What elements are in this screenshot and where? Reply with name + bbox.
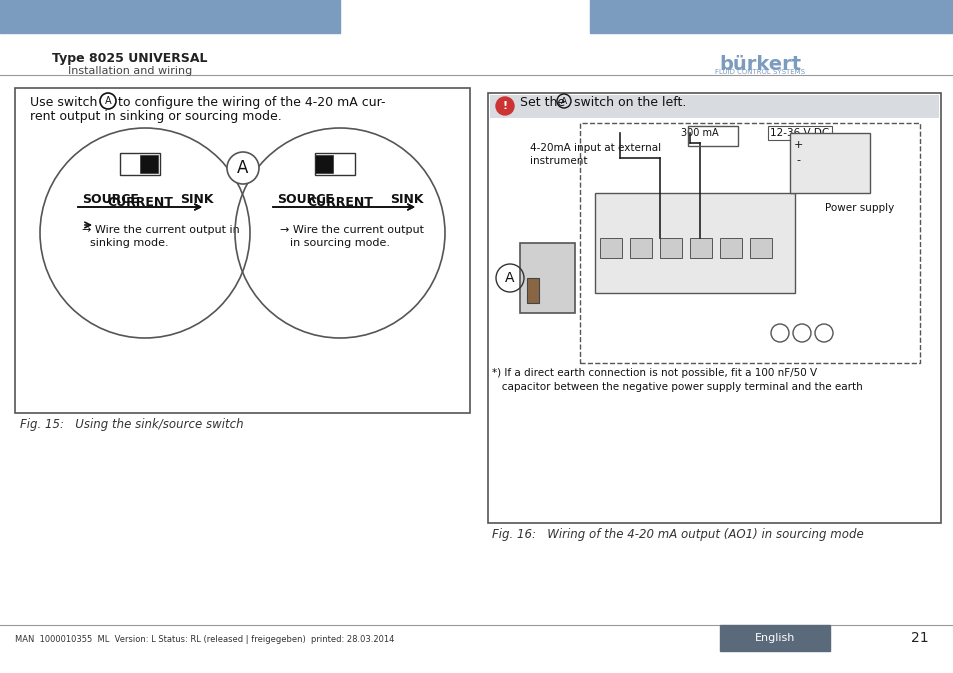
Text: Fig. 16:   Wiring of the 4-20 mA output (AO1) in sourcing mode: Fig. 16: Wiring of the 4-20 mA output (A…: [492, 528, 862, 541]
Text: CURRENT: CURRENT: [107, 197, 172, 209]
Text: (*): (*): [802, 183, 816, 193]
Text: English: English: [754, 633, 795, 643]
Text: 300 mA: 300 mA: [680, 128, 718, 138]
Bar: [687, 126, 738, 146]
Bar: [689, 238, 711, 258]
Text: SINK: SINK: [390, 193, 423, 206]
Bar: [140, 155, 158, 173]
Circle shape: [227, 152, 258, 184]
Text: 21: 21: [910, 631, 928, 645]
Bar: [629, 238, 651, 258]
Bar: [720, 625, 829, 651]
Text: A: A: [560, 96, 566, 106]
Text: to configure the wiring of the 4-20 mA cur-: to configure the wiring of the 4-20 mA c…: [118, 96, 385, 109]
Text: rent output in sinking or sourcing mode.: rent output in sinking or sourcing mode.: [30, 110, 281, 123]
Text: SOURCE: SOURCE: [276, 193, 334, 206]
Text: A: A: [237, 159, 249, 177]
Text: MAN  1000010355  ML  Version: L Status: RL (released | freigegeben)  printed: 28: MAN 1000010355 ML Version: L Status: RL …: [15, 635, 394, 644]
Text: FLUID CONTROL SYSTEMS: FLUID CONTROL SYSTEMS: [714, 69, 804, 75]
Text: SINK: SINK: [180, 193, 213, 206]
Bar: [720, 238, 741, 258]
Text: 4-20mA input at external
instrument: 4-20mA input at external instrument: [530, 143, 660, 166]
Bar: [0, 0, 339, 33]
Text: Use switch: Use switch: [30, 96, 97, 109]
Text: *) If a direct earth connection is not possible, fit a 100 nF/50 V
   capacitor : *) If a direct earth connection is not p…: [492, 368, 862, 392]
Bar: [519, 243, 575, 313]
Bar: [749, 238, 771, 258]
Bar: [789, 133, 869, 193]
Bar: [314, 153, 355, 175]
Bar: [526, 278, 538, 303]
Text: +: +: [793, 140, 801, 150]
Text: CURRENT: CURRENT: [307, 197, 373, 209]
Bar: [15, 88, 470, 413]
Text: bürkert: bürkert: [719, 55, 801, 74]
Bar: [314, 155, 333, 173]
Bar: [599, 238, 621, 258]
Text: Type 8025 UNIVERSAL: Type 8025 UNIVERSAL: [52, 52, 208, 65]
Text: switch on the left.: switch on the left.: [574, 96, 685, 109]
Text: in sourcing mode.: in sourcing mode.: [290, 238, 390, 248]
Bar: [120, 153, 160, 175]
Text: A: A: [505, 271, 515, 285]
Text: 12-36 V DC: 12-36 V DC: [770, 128, 829, 138]
Text: Set the: Set the: [519, 96, 564, 109]
Bar: [659, 238, 681, 258]
Text: Fig. 15:   Using the sink/source switch: Fig. 15: Using the sink/source switch: [20, 418, 243, 431]
Bar: [490, 95, 938, 118]
Text: Power supply: Power supply: [824, 203, 894, 213]
Text: SOURCE: SOURCE: [82, 193, 139, 206]
Bar: [595, 193, 794, 293]
Text: !: !: [502, 101, 507, 111]
Text: A: A: [105, 96, 112, 106]
Text: sinking mode.: sinking mode.: [90, 238, 169, 248]
Bar: [579, 123, 919, 363]
Bar: [589, 0, 953, 33]
Text: → Wire the current output: → Wire the current output: [280, 225, 423, 235]
Text: -: -: [795, 155, 800, 165]
Bar: [488, 93, 940, 523]
Text: Installation and wiring: Installation and wiring: [68, 66, 192, 76]
Text: → Wire the current output in: → Wire the current output in: [82, 225, 239, 235]
Circle shape: [496, 97, 514, 115]
